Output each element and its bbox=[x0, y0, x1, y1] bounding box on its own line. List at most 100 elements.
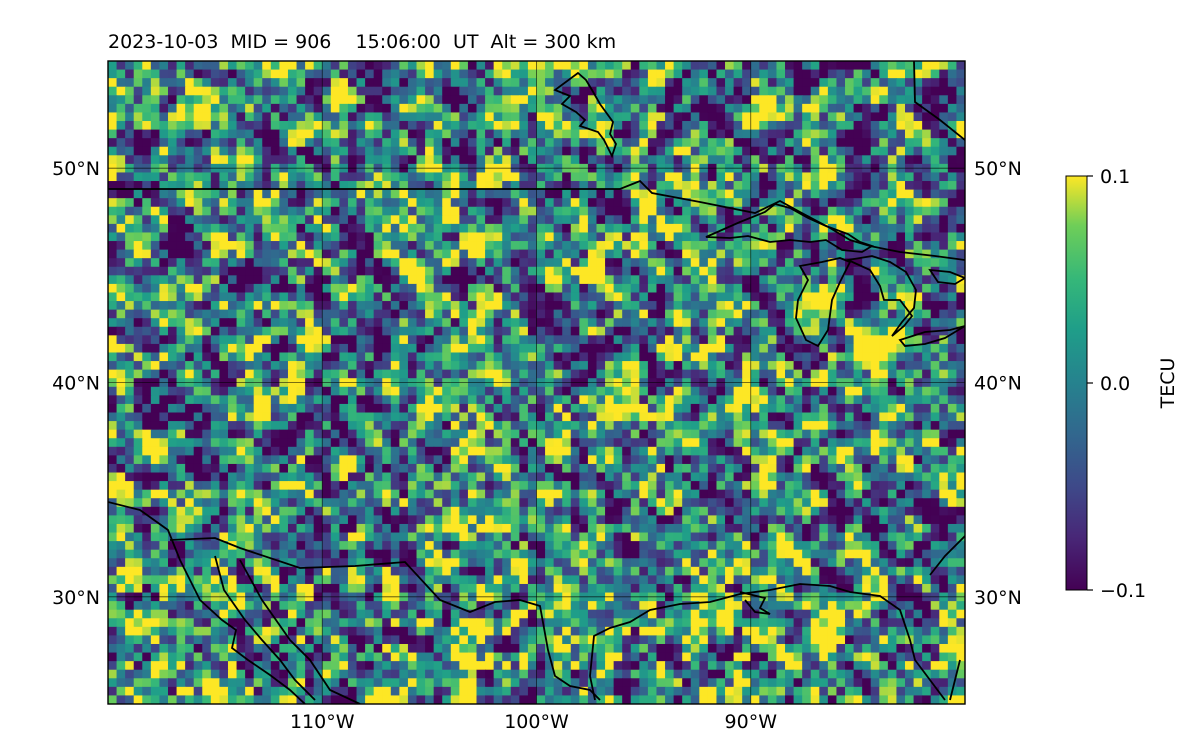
heat-cell bbox=[142, 481, 152, 491]
heat-cell bbox=[785, 301, 795, 311]
heat-cell bbox=[390, 121, 400, 131]
heat-cell bbox=[476, 326, 486, 336]
heat-cell bbox=[922, 103, 932, 114]
heat-cell bbox=[682, 352, 692, 362]
heat-cell bbox=[245, 472, 255, 482]
heat-cell bbox=[142, 412, 152, 422]
heat-cell bbox=[185, 206, 195, 216]
heat-cell bbox=[707, 215, 718, 225]
heat-cell bbox=[519, 172, 529, 182]
heat-cell bbox=[853, 138, 863, 148]
heat-cell bbox=[545, 386, 555, 396]
heat-cell bbox=[116, 103, 126, 114]
heat-cell bbox=[493, 215, 503, 225]
heat-cell bbox=[476, 369, 486, 379]
heat-cell bbox=[279, 386, 289, 396]
heat-cell bbox=[459, 206, 469, 216]
heat-cell bbox=[193, 455, 203, 465]
heat-cell bbox=[733, 241, 743, 251]
heat-cell bbox=[245, 275, 255, 285]
heat-cell bbox=[133, 318, 143, 328]
heat-cell bbox=[725, 155, 735, 165]
heat-cell bbox=[862, 112, 872, 122]
heat-cell bbox=[425, 61, 435, 71]
heat-cell bbox=[905, 198, 915, 208]
heat-cell bbox=[716, 403, 726, 414]
heat-cell bbox=[665, 232, 675, 242]
heat-cell bbox=[390, 172, 400, 182]
heat-cell bbox=[519, 352, 529, 362]
heat-cell bbox=[270, 429, 280, 439]
heat-cell bbox=[116, 318, 126, 328]
heat-cell bbox=[245, 343, 255, 354]
heat-cell bbox=[562, 283, 572, 294]
heat-cell bbox=[553, 198, 563, 208]
heat-cell bbox=[707, 335, 718, 345]
heat-cell bbox=[939, 232, 949, 242]
heat-cell bbox=[493, 86, 503, 96]
heat-cell bbox=[322, 446, 332, 456]
heat-cell bbox=[742, 198, 752, 208]
heat-cell bbox=[673, 421, 683, 431]
heat-cell bbox=[896, 155, 906, 165]
heat-cell bbox=[793, 386, 803, 396]
heat-cell bbox=[322, 86, 332, 96]
heat-cell bbox=[519, 249, 529, 259]
heat-cell bbox=[176, 395, 186, 405]
heat-cell bbox=[673, 86, 683, 96]
heat-cell bbox=[656, 446, 666, 456]
heat-cell bbox=[673, 223, 683, 234]
heat-cell bbox=[707, 352, 718, 362]
heat-cell bbox=[416, 95, 426, 105]
heat-cell bbox=[793, 258, 803, 268]
heat-cell bbox=[767, 172, 778, 182]
heat-cell bbox=[142, 232, 152, 242]
heat-cell bbox=[759, 429, 769, 439]
heat-cell bbox=[236, 386, 246, 396]
heat-cell bbox=[373, 138, 383, 148]
heat-cell bbox=[853, 438, 863, 448]
heat-cell bbox=[373, 103, 383, 114]
heat-cell bbox=[673, 206, 683, 216]
heat-cell bbox=[750, 215, 760, 225]
heat-cell bbox=[356, 189, 366, 199]
heat-cell bbox=[887, 215, 898, 225]
heat-cell bbox=[767, 352, 778, 362]
heat-cell bbox=[373, 258, 383, 268]
heat-cell bbox=[596, 112, 606, 122]
heat-cell bbox=[742, 309, 752, 319]
heat-cell bbox=[579, 421, 589, 431]
heat-cell bbox=[287, 395, 298, 405]
heat-cell bbox=[142, 61, 152, 71]
heat-cell bbox=[802, 69, 812, 79]
heat-cell bbox=[167, 421, 178, 431]
heat-cell bbox=[236, 181, 246, 191]
heat-cell bbox=[390, 472, 400, 482]
heat-cell bbox=[270, 241, 280, 251]
heat-cell bbox=[716, 189, 726, 199]
heat-cell bbox=[587, 78, 598, 88]
heat-cell bbox=[896, 215, 906, 225]
heat-cell bbox=[287, 292, 298, 302]
heat-cell bbox=[536, 275, 546, 285]
heat-cell bbox=[527, 249, 538, 259]
heat-cell bbox=[767, 249, 778, 259]
heat-cell bbox=[425, 206, 435, 216]
heat-cell bbox=[682, 395, 692, 405]
heat-cell bbox=[947, 429, 958, 439]
heat-cell bbox=[793, 309, 803, 319]
heat-cell bbox=[262, 446, 272, 456]
heat-cell bbox=[647, 472, 658, 482]
heat-cell bbox=[279, 258, 289, 268]
heat-cell bbox=[682, 301, 692, 311]
heat-cell bbox=[356, 223, 366, 234]
heat-cell bbox=[665, 283, 675, 294]
heat-cell bbox=[639, 129, 649, 139]
heat-cell bbox=[690, 121, 700, 131]
heat-cell bbox=[159, 326, 169, 336]
heat-cell bbox=[202, 95, 212, 105]
heat-cell bbox=[647, 112, 658, 122]
heat-cell bbox=[245, 283, 255, 294]
heat-cell bbox=[382, 146, 392, 156]
heat-cell bbox=[365, 129, 375, 139]
